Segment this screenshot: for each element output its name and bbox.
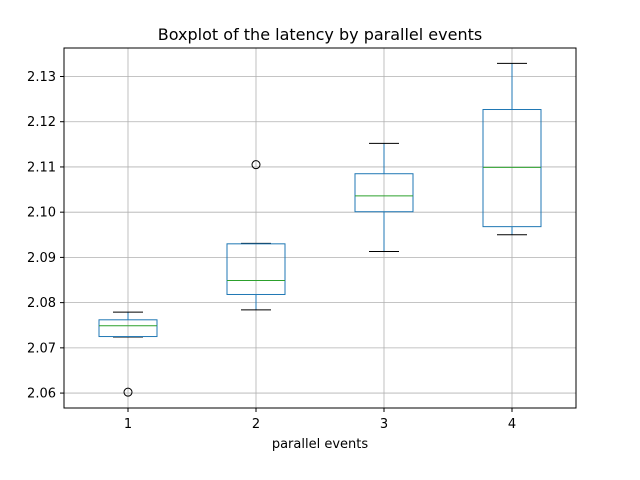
y-tick-label: 2.07: [27, 341, 56, 356]
iqr-box: [354, 173, 414, 213]
chart-title: Boxplot of the latency by parallel event…: [158, 25, 482, 44]
outlier-point: [123, 387, 133, 397]
iqr-box: [98, 319, 158, 338]
iqr-box: [226, 243, 286, 295]
y-tick-label: 2.13: [27, 70, 56, 85]
x-tick-label: 3: [380, 417, 388, 432]
y-tick-label: 2.06: [27, 387, 56, 402]
x-tick-label: 4: [508, 417, 516, 432]
box-group: [98, 311, 158, 397]
y-tick-label: 2.12: [27, 115, 56, 130]
y-tick-label: 2.09: [27, 251, 56, 266]
boxes: [98, 62, 542, 397]
x-tick-label: 2: [252, 417, 260, 432]
y-tick-label: 2.08: [27, 296, 56, 311]
y-tick-label: 2.10: [27, 206, 56, 221]
ticks: 1 2 3 4 2.06 2.07 2.08 2.09 2.10 2.11 2.12 2.13: [27, 70, 516, 432]
plot-frame: [63, 47, 577, 409]
iqr-box: [482, 109, 542, 228]
box-group: [354, 142, 414, 253]
x-axis-label: parallel events: [272, 437, 369, 452]
y-tick-label: 2.11: [27, 160, 56, 175]
grid: [64, 48, 576, 408]
outlier-point: [251, 160, 261, 170]
box-group: [482, 62, 542, 236]
x-tick-label: 1: [124, 417, 132, 432]
box-group: [226, 160, 286, 311]
